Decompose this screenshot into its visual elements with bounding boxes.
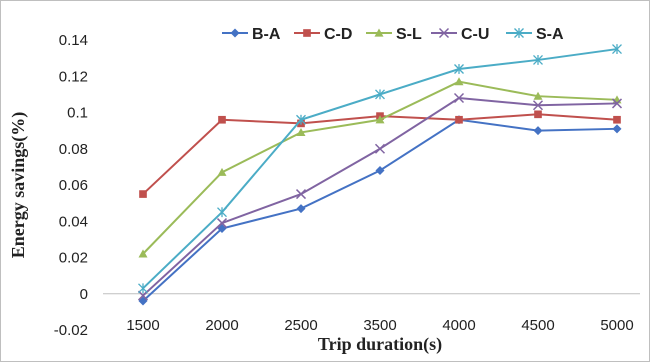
y-tick-label: 0.12 [59, 68, 88, 85]
series-b-a [138, 115, 622, 306]
data-point [612, 44, 622, 55]
x-axis-ticks: 1500 2000 2500 3500 4000 4500 5000 [126, 317, 633, 334]
data-point [532, 100, 544, 111]
data-point [217, 167, 227, 176]
y-axis-title: Energy savings(%) [8, 112, 29, 259]
series-c-u [137, 92, 623, 301]
legend-label: B-A [252, 26, 281, 43]
y-tick-label: 0.06 [59, 177, 88, 194]
legend-item: C-U [431, 26, 489, 43]
x-tick-label: 2000 [205, 317, 238, 334]
legend-label: C-D [324, 26, 352, 43]
data-point [375, 166, 385, 175]
legend-marker [438, 27, 450, 39]
legend-marker [374, 28, 384, 37]
legend-item: B-A [222, 26, 281, 43]
data-point [453, 92, 465, 104]
y-tick-label: 0.08 [59, 141, 88, 158]
data-point [295, 189, 307, 200]
data-point [138, 283, 148, 294]
x-tick-label: 3500 [363, 317, 396, 334]
legend-marker [514, 28, 524, 38]
y-tick-label: 0.1 [67, 105, 88, 122]
data-point [533, 91, 543, 100]
data-point [612, 124, 622, 134]
data-point [137, 290, 149, 301]
x-tick-label: 1500 [126, 317, 159, 334]
series-line [142, 113, 618, 195]
data-point [533, 54, 543, 65]
series-line [142, 118, 618, 302]
series-s-a [138, 44, 622, 294]
y-axis-ticks: -0.02 0 0.02 0.04 0.06 0.08 0.1 0.12 0.14 [54, 32, 88, 339]
data-point [217, 207, 227, 218]
x-axis-title: Trip duration(s) [318, 334, 442, 355]
data-point [534, 110, 542, 119]
series-c-d [139, 110, 621, 198]
data-point [611, 98, 623, 109]
series-layer [137, 44, 623, 306]
legend-marker [303, 29, 311, 37]
data-point [138, 249, 148, 258]
x-tick-label: 4500 [521, 317, 554, 334]
legend-marker [230, 28, 240, 38]
data-point [296, 114, 306, 125]
legend-item: C-D [294, 26, 352, 43]
data-point [533, 126, 543, 136]
data-point [375, 115, 385, 124]
legend-item: S-L [366, 26, 422, 43]
data-point [454, 64, 464, 74]
data-point [296, 127, 306, 137]
legend-label: S-A [536, 26, 564, 43]
x-tick-label: 2500 [284, 317, 317, 334]
x-tick-label: 4000 [442, 317, 475, 334]
data-point [455, 115, 463, 124]
legend: B-A C-D S-L C-U S-A [222, 26, 564, 43]
y-tick-label: 0.04 [59, 213, 88, 230]
x-tick-label: 5000 [600, 317, 633, 334]
y-tick-label: 0 [80, 286, 88, 303]
data-point [139, 190, 147, 198]
data-point [454, 77, 464, 86]
data-point [374, 143, 386, 154]
data-point [218, 115, 226, 124]
y-tick-label: -0.02 [54, 322, 88, 339]
data-point [375, 89, 385, 100]
y-tick-label: 0.14 [59, 32, 88, 49]
legend-item: S-A [506, 26, 564, 43]
data-point [613, 115, 621, 124]
data-point [296, 204, 306, 214]
legend-label: C-U [461, 26, 489, 43]
legend-label: S-L [396, 26, 422, 43]
y-tick-label: 0.02 [59, 250, 88, 267]
data-point [216, 218, 228, 229]
